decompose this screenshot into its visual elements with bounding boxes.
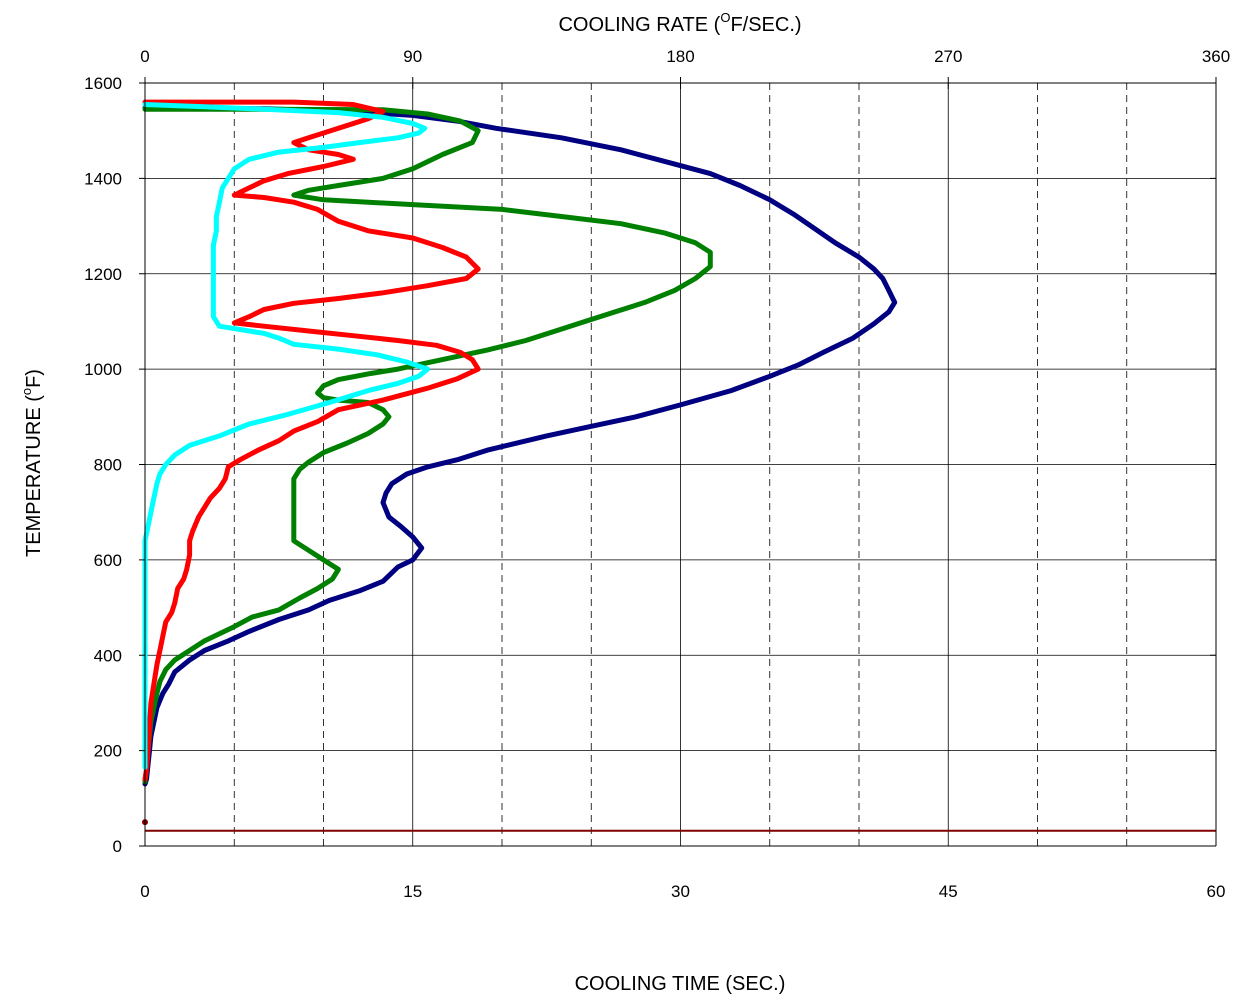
- y-tick-label: 800: [94, 456, 122, 475]
- x-tick-label: 15: [403, 882, 422, 901]
- x2-tick-label: 0: [140, 47, 149, 66]
- y-tick-label: 0: [113, 837, 122, 856]
- x2-tick-label: 360: [1202, 47, 1230, 66]
- x2-tick-label: 270: [934, 47, 962, 66]
- series-line-1: [142, 105, 898, 787]
- x-tick-label: 30: [671, 882, 690, 901]
- x-tick-label: 60: [1207, 882, 1226, 901]
- y-tick-label: 1600: [84, 74, 122, 93]
- y-tick-label: 1000: [84, 360, 122, 379]
- x-axis-title: COOLING TIME (SEC.): [575, 973, 786, 995]
- y-tick-label: 400: [94, 646, 122, 665]
- tick-labels: 0 15 30 45 600 90 180 270 3600200400600800100012…: [84, 47, 1230, 901]
- y-tick-label: 200: [94, 742, 122, 761]
- y-axis-title: TEMPERATURE (oF): [19, 369, 45, 557]
- y-tick-label: 1200: [84, 265, 122, 284]
- x2-tick-label: 90: [403, 47, 422, 66]
- series-layer: [142, 99, 1216, 832]
- y-tick-label: 1400: [84, 169, 122, 188]
- x2-tick-label: 180: [666, 47, 694, 66]
- series-line-2: [142, 106, 713, 785]
- x-tick-label: 0: [140, 882, 149, 901]
- series-line-3: [142, 99, 481, 782]
- x2-axis-title: COOLING RATE (OF/SEC.): [558, 10, 801, 36]
- x-tick-label: 45: [939, 882, 958, 901]
- y-tick-label: 600: [94, 551, 122, 570]
- plot-frame: [139, 77, 1217, 847]
